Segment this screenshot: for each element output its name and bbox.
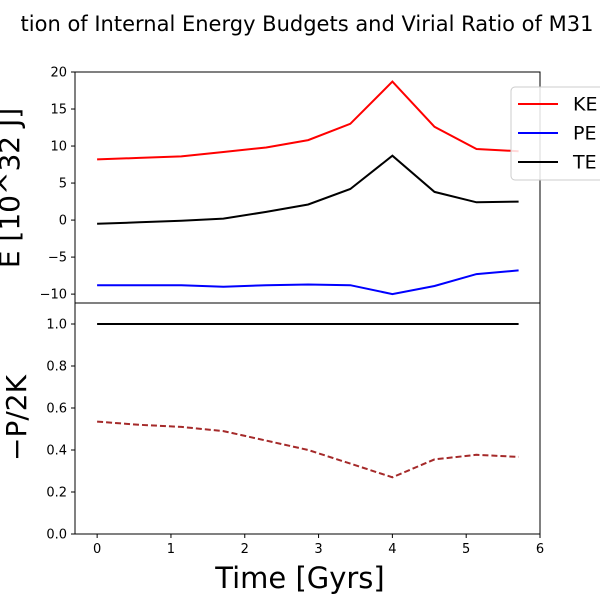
- y-tick-label: 0.8: [46, 360, 67, 375]
- y-tick-label: 20: [50, 66, 67, 81]
- x-tick-label: 0: [93, 542, 101, 557]
- y-tick-label: −10: [40, 288, 67, 303]
- legend-label-te: TE: [572, 152, 597, 174]
- x-tick-label: 2: [241, 542, 249, 557]
- bottom-y-axis-label: −P/2K: [0, 374, 33, 461]
- x-tick-label: 6: [536, 542, 544, 557]
- axes-frame: [74, 71, 541, 304]
- y-tick-label: 0.4: [46, 444, 67, 459]
- y-tick-label: 10: [50, 140, 67, 155]
- legend-label-ke: KE: [573, 94, 597, 116]
- energy-panel: −10 −5 0 5 10 15 20: [40, 66, 541, 304]
- x-tick-label: 5: [462, 542, 470, 557]
- x-tick-label: 3: [314, 542, 322, 557]
- y-tick-label: 1.0: [46, 318, 67, 333]
- y-tick-label: 15: [50, 103, 67, 118]
- series-line-te: [97, 154, 519, 225]
- legend-label-pe: PE: [573, 123, 596, 145]
- x-axis-label: Time [Gyrs]: [214, 561, 384, 595]
- y-tick-label: 0.6: [46, 402, 67, 417]
- series-line-p1-s1: [97, 420, 519, 479]
- x-tick-label: 1: [167, 542, 175, 557]
- chart-title: tion of Internal Energy Budgets and Viri…: [21, 12, 594, 36]
- y-tick-label: 5: [59, 177, 67, 192]
- y-tick-label: 0.2: [46, 486, 67, 501]
- y-tick-label: 0: [59, 214, 67, 229]
- series-line-pe: [97, 269, 519, 296]
- y-tick-label: −5: [48, 251, 67, 266]
- top-y-axis-label: E [10^32 J]: [0, 108, 26, 268]
- axes-frame: [74, 302, 541, 535]
- series-line-ke: [97, 80, 519, 161]
- y-tick-label: 0.0: [46, 528, 67, 543]
- x-tick-label: 4: [388, 542, 396, 557]
- legend: KE PE TE: [510, 86, 600, 181]
- virial-ratio-panel: 0.0 0.2 0.4 0.6 0.8 1.0 0 1 2 3 4 5 6: [46, 302, 544, 557]
